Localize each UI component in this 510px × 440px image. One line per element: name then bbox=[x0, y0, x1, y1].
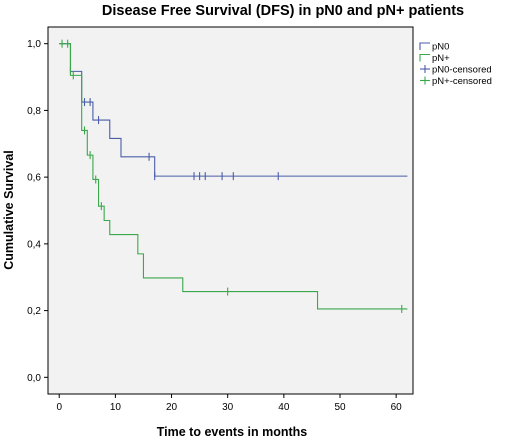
x-tick-label: 20 bbox=[166, 402, 178, 413]
legend-entry: pN0-censored bbox=[432, 65, 492, 76]
plot-area bbox=[47, 26, 414, 395]
legend-swatch bbox=[419, 42, 430, 50]
x-tick-label: 0 bbox=[56, 402, 62, 413]
legend-entry: pN0 bbox=[432, 42, 449, 53]
x-tick-label: 50 bbox=[334, 402, 346, 413]
x-tick-label: 30 bbox=[222, 402, 234, 413]
legend-entry: pN+ bbox=[432, 53, 450, 64]
y-tick-label: 0,2 bbox=[27, 306, 41, 317]
x-tick-label: 60 bbox=[391, 402, 403, 413]
y-axis: 0,0 0,2 0,4 0,6 0,8 1,0 bbox=[27, 39, 48, 384]
y-tick-label: 0,6 bbox=[27, 173, 41, 184]
x-tick-label: 10 bbox=[110, 402, 122, 413]
y-axis-label: Cumulative Survival bbox=[2, 150, 16, 270]
x-axis: 0 10 20 30 40 50 60 bbox=[56, 394, 402, 413]
y-tick-label: 0,8 bbox=[27, 106, 41, 117]
legend-entry: pN+-censored bbox=[432, 76, 492, 87]
y-tick-label: 0,0 bbox=[27, 373, 41, 384]
series-line-pN+ bbox=[59, 43, 408, 310]
x-axis-label: Time to events in months bbox=[157, 425, 308, 439]
series-layer bbox=[59, 39, 408, 313]
legend-swatch bbox=[419, 53, 430, 62]
y-tick-label: 1,0 bbox=[27, 39, 41, 50]
chart-title: Disease Free Survival (DFS) in pN0 and p… bbox=[102, 3, 464, 19]
y-tick-label: 0,4 bbox=[27, 239, 41, 250]
x-tick-label: 40 bbox=[278, 402, 290, 413]
